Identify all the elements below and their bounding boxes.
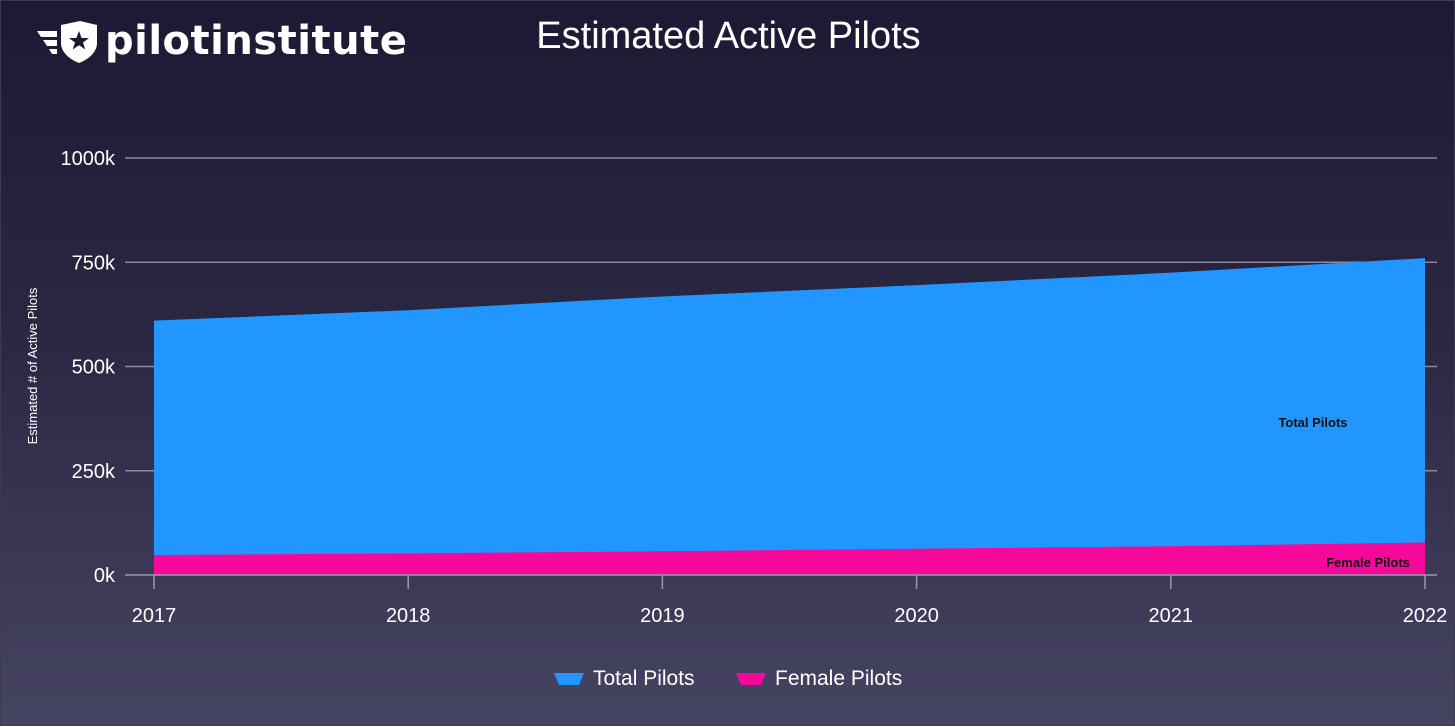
x-tick-label: 2020 <box>894 605 939 627</box>
brand-wordmark: pilotinstitute <box>105 18 408 64</box>
x-tick-label: 2022 <box>1403 605 1448 627</box>
chart-title: Estimated Active Pilots <box>536 15 921 57</box>
area-total-pilots <box>154 258 1425 575</box>
legend-swatch-1 <box>736 673 766 685</box>
y-tick-label: 0k <box>94 565 116 587</box>
labels: 0k 250k 500k 750k 1000k 2017 2018 2019 2020 2021 2… <box>25 148 1447 627</box>
total-area-label: Total Pilots <box>1278 415 1347 430</box>
y-tick-label: 500k <box>72 357 116 379</box>
y-tick-label: 250k <box>72 461 116 483</box>
legend: Total Pilots Female Pilots <box>554 667 902 690</box>
legend-label: Female Pilots <box>775 667 902 690</box>
x-tick-label: 2019 <box>640 605 685 627</box>
female-area-label: Female Pilots <box>1326 555 1410 570</box>
brand-logo: pilotinstitute <box>37 17 407 65</box>
y-tick-label: 1000k <box>61 148 116 170</box>
wings-star-icon <box>37 21 97 63</box>
x-tick-label: 2017 <box>132 605 177 627</box>
area-female-pilots <box>154 542 1425 575</box>
legend-label: Total Pilots <box>593 667 695 690</box>
y-axis-title: Estimated # of Active Pilots <box>25 287 40 444</box>
axes <box>125 574 1437 589</box>
x-tick-label: 2018 <box>386 605 431 627</box>
y-tick-label: 750k <box>72 252 116 274</box>
area-series <box>154 258 1425 575</box>
legend-swatch-0 <box>554 673 584 685</box>
x-tick-label: 2021 <box>1149 605 1194 627</box>
